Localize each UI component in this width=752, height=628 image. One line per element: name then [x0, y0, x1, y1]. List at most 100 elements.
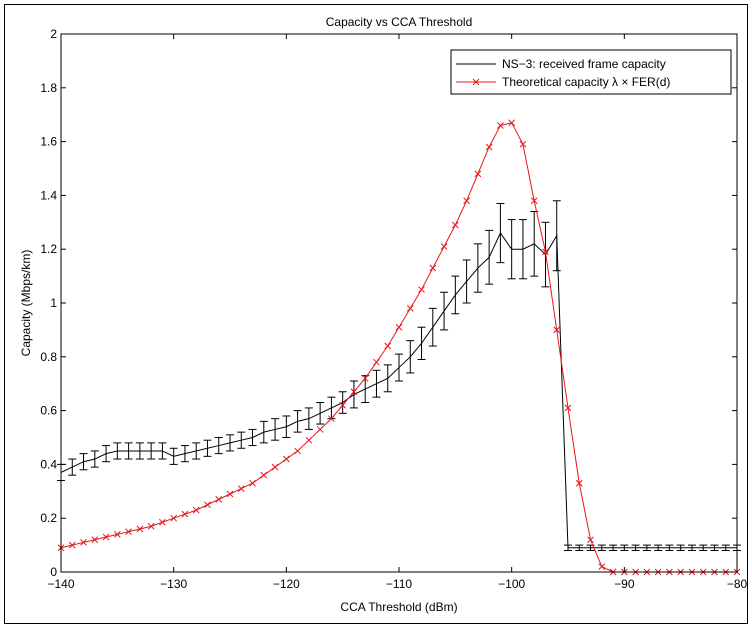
data-point-marker: [305, 436, 313, 444]
tick-labels: −140 −130 −120 −110 −100 −90 −80 0 0.2 0.4 0.6 0.8 1…: [40, 27, 747, 591]
marker-stroke: [519, 140, 527, 148]
data-point-marker: [159, 518, 166, 526]
plot-area: [61, 34, 737, 572]
data-point-marker: [113, 530, 121, 538]
data-point-marker: [485, 143, 493, 151]
data-point-marker: [373, 358, 380, 366]
marker-stroke: [237, 485, 245, 492]
data-point-marker: [237, 485, 245, 492]
legend-marker-theoretical: [472, 78, 480, 86]
data-point-marker: [384, 342, 392, 350]
marker-stroke: [384, 342, 392, 350]
data-point-marker: [418, 286, 425, 293]
data-point-marker: [271, 463, 279, 471]
marker-stroke: [294, 447, 301, 455]
data-point-marker: [204, 501, 211, 509]
y-axis-label: Capacity (Mbps/km): [19, 250, 33, 357]
data-point-marker: [226, 490, 234, 498]
data-point-marker: [316, 426, 324, 433]
marker-stroke: [474, 170, 482, 178]
marker-stroke: [497, 122, 504, 129]
data-point-marker: [497, 122, 504, 129]
data-point-marker: [406, 305, 414, 312]
data-point-marker: [440, 243, 448, 250]
marker-stroke: [328, 415, 335, 423]
marker-stroke: [113, 530, 121, 538]
series-markers: [57, 119, 741, 576]
data-point-marker: [260, 471, 268, 479]
marker-stroke: [564, 404, 572, 412]
legend-label-theoretical: Theoretical capacity λ × FER(d): [502, 75, 670, 89]
data-point-marker: [508, 119, 516, 127]
data-point-marker: [474, 170, 482, 178]
data-point-marker: [181, 510, 189, 518]
data-point-marker: [80, 539, 87, 546]
y-tick-label: 0.4: [40, 457, 57, 471]
y-tick-label: 0.6: [40, 404, 57, 418]
marker-stroke: [472, 78, 480, 86]
data-point-marker: [542, 248, 549, 256]
marker-stroke: [147, 522, 155, 530]
marker-stroke: [395, 323, 403, 331]
data-point-marker: [553, 326, 561, 334]
data-point-marker: [282, 455, 290, 463]
marker-stroke: [440, 243, 448, 250]
marker-stroke: [204, 501, 211, 509]
marker-stroke: [181, 510, 189, 518]
data-point-marker: [91, 536, 99, 544]
y-tick-label: 0.8: [40, 350, 57, 364]
marker-stroke: [91, 536, 99, 544]
marker-stroke: [418, 286, 425, 293]
marker-stroke: [373, 358, 380, 366]
data-point-marker: [215, 496, 223, 503]
marker-stroke: [429, 264, 437, 272]
marker-stroke: [463, 197, 470, 205]
marker-stroke: [406, 305, 414, 312]
marker-stroke: [215, 496, 223, 503]
data-point-marker: [530, 197, 538, 205]
data-point-marker: [429, 264, 437, 272]
chart-title: Capacity vs CCA Threshold: [326, 15, 473, 29]
data-point-marker: [102, 533, 110, 541]
marker-stroke: [587, 536, 594, 544]
marker-stroke: [125, 528, 132, 536]
data-point-marker: [564, 404, 572, 412]
y-tick-label: 1.6: [40, 135, 57, 149]
legend-label-ns3: NS−3: received frame capacity: [502, 57, 666, 71]
y-tick-label: 0.2: [40, 511, 57, 525]
data-point-marker: [136, 525, 144, 533]
x-tick-label: −80: [727, 577, 748, 591]
marker-stroke: [192, 506, 200, 514]
marker-stroke: [350, 388, 358, 396]
legend: NS−3: received frame capacity Theoretica…: [450, 49, 732, 95]
x-tick-label: −100: [498, 577, 525, 591]
y-tick-label: 2: [50, 27, 57, 41]
ns3-capacity-line: [60, 232, 737, 549]
marker-stroke: [598, 563, 606, 570]
data-point-marker: [463, 197, 470, 205]
data-point-marker: [339, 401, 347, 409]
marker-stroke: [530, 197, 538, 205]
data-point-marker: [294, 447, 301, 455]
x-tick-label: −110: [386, 577, 412, 591]
data-point-marker: [598, 563, 606, 570]
x-tick-label: −140: [47, 577, 74, 591]
marker-stroke: [542, 248, 549, 256]
data-point-marker: [68, 541, 76, 549]
marker-stroke: [249, 479, 256, 487]
data-point-marker: [125, 528, 132, 536]
data-point-marker: [451, 221, 459, 229]
data-point-marker: [249, 479, 256, 487]
marker-stroke: [575, 479, 583, 487]
marker-stroke: [508, 119, 516, 127]
data-point-marker: [575, 479, 583, 487]
x-tick-label: −90: [614, 577, 635, 591]
y-tick-label: 1.2: [40, 242, 57, 256]
marker-stroke: [339, 401, 347, 409]
y-tick-label: 1: [50, 296, 57, 310]
y-tick-label: 0: [50, 565, 57, 579]
marker-stroke: [271, 463, 279, 471]
y-tick-label: 1.4: [40, 188, 57, 202]
